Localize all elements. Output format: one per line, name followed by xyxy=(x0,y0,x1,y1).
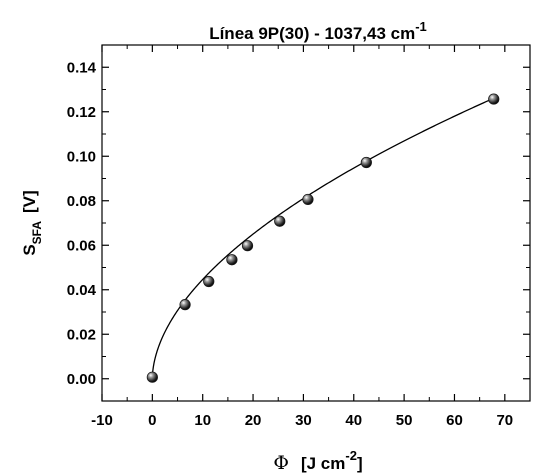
data-point xyxy=(203,275,215,288)
x-tick-label: 50 xyxy=(396,412,413,429)
y-tick-label: 0.14 xyxy=(67,59,97,76)
x-axis-ticks xyxy=(101,45,506,401)
y-tick-label: 0.06 xyxy=(67,237,96,254)
data-point xyxy=(274,215,286,227)
data-point xyxy=(302,193,314,206)
x-axis-label: Φ [J cm-2] xyxy=(273,448,362,474)
y-tick-label: 0.00 xyxy=(67,371,96,388)
data-point xyxy=(241,240,254,252)
y-tick-label: 0.08 xyxy=(67,193,96,210)
data-point xyxy=(146,371,158,383)
data-point xyxy=(179,299,191,311)
data-point xyxy=(488,93,500,105)
fit-curve xyxy=(151,97,496,379)
y-tick-label: 0.10 xyxy=(67,148,96,165)
x-tick-label: 60 xyxy=(446,412,463,429)
y-axis-ticks xyxy=(102,44,530,402)
y-tick-label: 0.02 xyxy=(67,326,96,343)
x-tick-label: 40 xyxy=(345,412,362,429)
x-tick-label: 20 xyxy=(245,412,262,429)
y-axis-tick-labels: 0.00 0.02 0.04 0.06 0.08 0.10 0.12 0.14 xyxy=(67,59,97,388)
y-axis-label: SSFA[V] xyxy=(20,190,44,255)
data-point xyxy=(360,156,372,169)
x-tick-label: -10 xyxy=(91,412,113,429)
data-point xyxy=(226,254,238,266)
data-points xyxy=(146,93,500,383)
y-tick-label: 0.12 xyxy=(67,104,96,121)
x-tick-label: 70 xyxy=(496,412,513,429)
chart-title-superscript: -1 xyxy=(415,19,427,34)
x-tick-label: 0 xyxy=(148,412,156,429)
y-tick-label: 0.04 xyxy=(67,282,97,299)
plot-frame xyxy=(101,44,531,402)
x-tick-label: 30 xyxy=(295,412,312,429)
chart-title: Línea 9P(30) - 1037,43 cm-1 xyxy=(209,19,427,43)
x-tick-label: 10 xyxy=(194,412,211,429)
x-axis-tick-labels: -10 0 10 20 30 40 50 60 70 xyxy=(91,412,513,429)
